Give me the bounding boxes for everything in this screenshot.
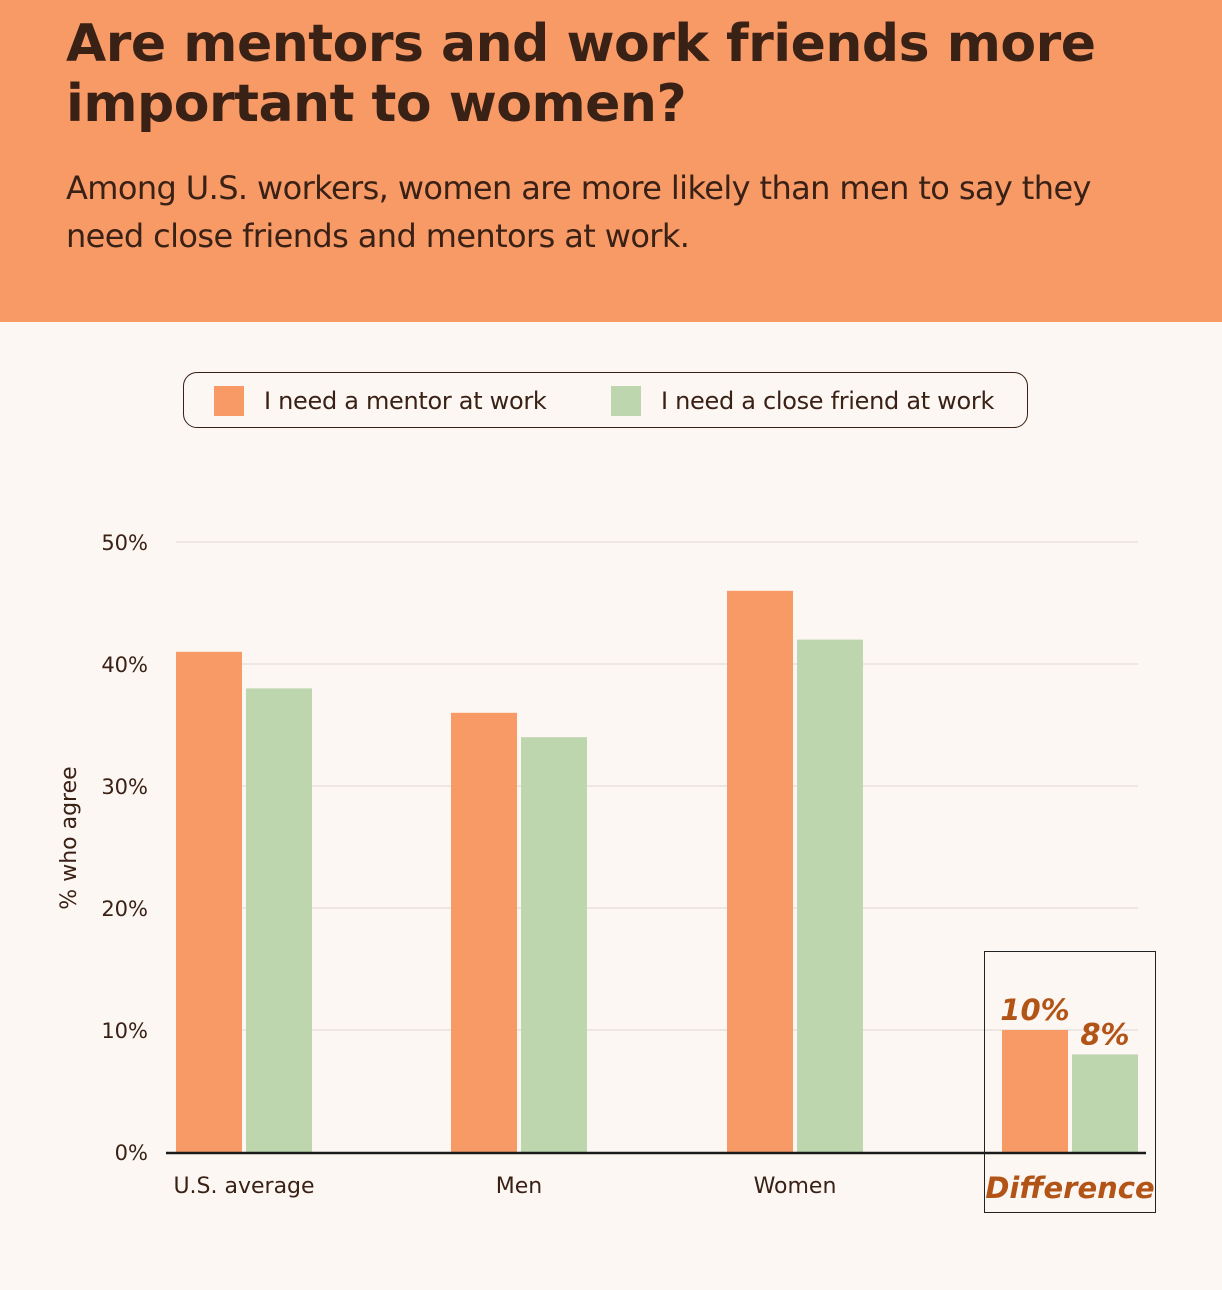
y-tick-label: 30% bbox=[101, 775, 148, 799]
y-tick-label: 10% bbox=[101, 1019, 148, 1043]
legend-label-mentor: I need a mentor at work bbox=[264, 387, 547, 415]
bar bbox=[727, 590, 793, 1152]
y-tick-label: 0% bbox=[115, 1141, 148, 1165]
category-label: Women bbox=[754, 1174, 837, 1199]
category-label: U.S. average bbox=[173, 1174, 314, 1199]
data-label: 10% bbox=[1000, 993, 1069, 1027]
bar bbox=[451, 712, 517, 1152]
legend-label-friend: I need a close friend at work bbox=[661, 387, 995, 415]
category-label-difference: Difference bbox=[985, 1171, 1154, 1205]
difference-highlight-box bbox=[984, 951, 1156, 1213]
data-label: 8% bbox=[1080, 1017, 1129, 1051]
bar bbox=[176, 651, 242, 1152]
bar bbox=[1002, 1030, 1068, 1152]
bar bbox=[246, 688, 312, 1152]
header-banner: Are mentors and work friends more import… bbox=[0, 0, 1222, 322]
chart-title: Are mentors and work friends more import… bbox=[66, 14, 1096, 134]
legend-swatch-friend bbox=[611, 386, 641, 416]
y-tick-label: 20% bbox=[101, 897, 148, 921]
legend: I need a mentor at work I need a close f… bbox=[183, 372, 1028, 428]
bar bbox=[521, 737, 587, 1152]
y-axis-label: % who agree bbox=[57, 766, 82, 909]
y-tick-label: 40% bbox=[101, 653, 148, 677]
chart-subtitle: Among U.S. workers, women are more likel… bbox=[66, 169, 1091, 255]
legend-item-friend: I need a close friend at work bbox=[611, 373, 994, 429]
category-label: Men bbox=[496, 1174, 542, 1199]
legend-item-mentor: I need a mentor at work bbox=[214, 373, 547, 429]
y-tick-label: 50% bbox=[101, 531, 148, 555]
bar bbox=[1072, 1054, 1138, 1152]
bar bbox=[797, 639, 863, 1152]
legend-swatch-mentor bbox=[214, 386, 244, 416]
